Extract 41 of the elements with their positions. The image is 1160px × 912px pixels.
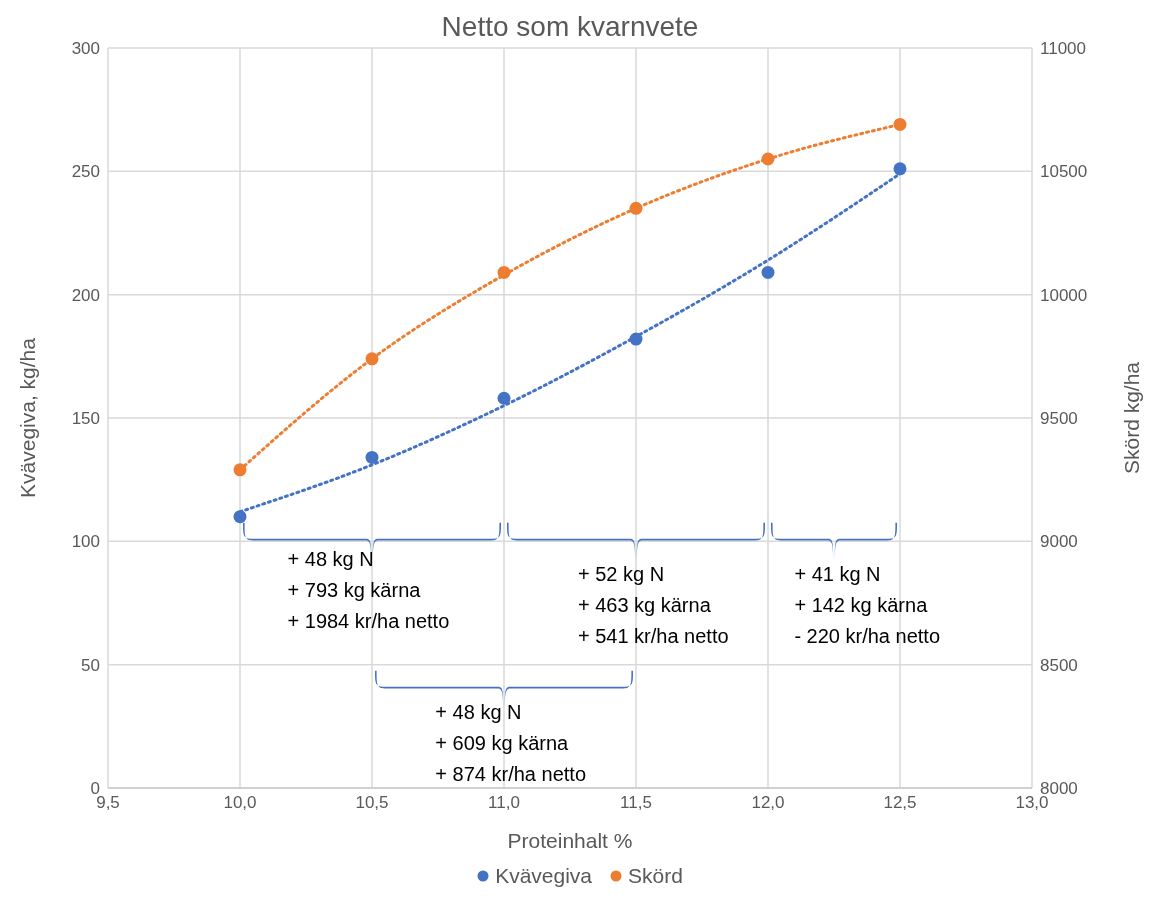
annotation: + 52 kg N + 463 kg kärna + 541 kr/ha netto bbox=[577, 562, 729, 647]
point bbox=[629, 332, 643, 346]
y2-tick-label: 9500 bbox=[1040, 409, 1078, 429]
x-tick-label: 11,5 bbox=[620, 793, 652, 813]
annotation: + 41 kg N + 142 kg kärna - 220 kr/ha netto bbox=[794, 562, 941, 647]
y2-tick-label: 10500 bbox=[1040, 162, 1088, 182]
x-tick-label: 11,0 bbox=[488, 793, 520, 813]
point bbox=[233, 510, 247, 524]
point bbox=[761, 265, 775, 279]
x-tick-label: 10,5 bbox=[355, 793, 389, 813]
y-tick-label: 300 bbox=[71, 39, 100, 59]
y2-axis-title: Skörd kg/ha bbox=[1120, 361, 1144, 475]
chart-title: Netto som kvarnvete bbox=[441, 11, 699, 42]
point bbox=[893, 117, 907, 131]
point bbox=[365, 352, 379, 366]
point bbox=[629, 201, 643, 215]
point bbox=[233, 463, 247, 477]
y2-tick-label: 11000 bbox=[1040, 39, 1087, 59]
x-tick-label: 12,0 bbox=[751, 793, 785, 813]
y-tick-label: 100 bbox=[71, 532, 100, 552]
y2-tick-label: 9000 bbox=[1040, 532, 1078, 552]
annotation: + 48 kg N + 609 kg kärna + 874 kr/ha netto bbox=[435, 700, 587, 785]
y-tick-label: 150 bbox=[71, 409, 100, 429]
annotation: + 48 kg N + 793 kg kärna + 1984 kr/ha netto bbox=[287, 548, 450, 632]
y2-tick-label: 8500 bbox=[1040, 655, 1078, 675]
point bbox=[893, 162, 907, 176]
point bbox=[497, 265, 511, 279]
x-tick-label: 12,5 bbox=[883, 793, 917, 813]
point bbox=[497, 391, 511, 405]
y-tick-label: 50 bbox=[81, 655, 100, 675]
y-tick-label: 250 bbox=[71, 162, 100, 182]
legend-label: Skörd bbox=[627, 864, 683, 888]
x-axis-title: Proteinhalt % bbox=[507, 829, 633, 852]
y2-tick-label: 10000 bbox=[1040, 285, 1088, 305]
y-tick-label: 200 bbox=[71, 285, 100, 305]
legend-label: Kvävegiva bbox=[494, 864, 593, 888]
x-tick-label: 9,5 bbox=[96, 793, 120, 813]
y-axis-title: Kvävegiva, kg/ha bbox=[16, 337, 40, 498]
x-tick-label: 10,0 bbox=[223, 793, 257, 813]
point bbox=[365, 450, 379, 464]
point bbox=[761, 152, 775, 166]
